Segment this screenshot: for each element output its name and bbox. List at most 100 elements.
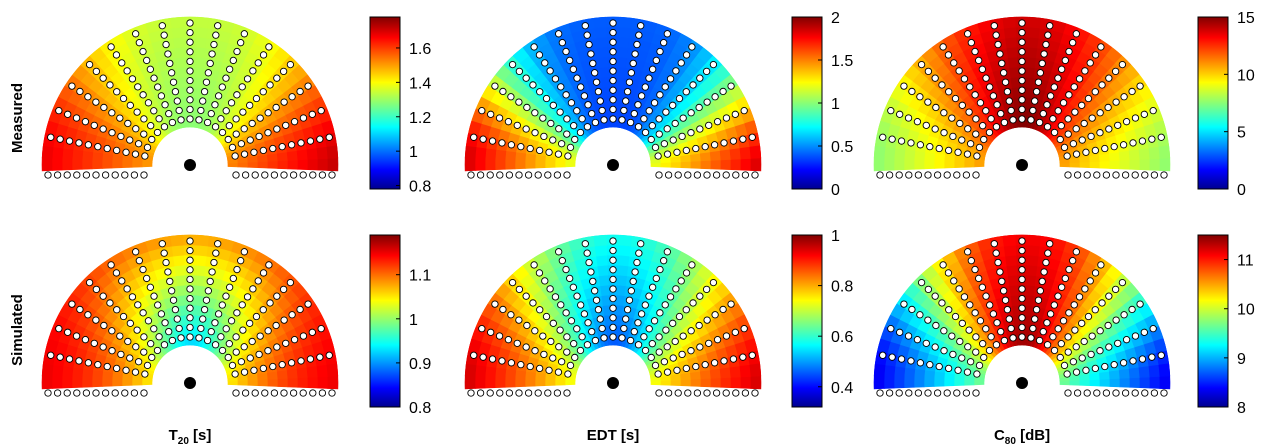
- receiver-dot: [675, 312, 684, 321]
- heat-cell: [903, 367, 916, 389]
- heat-cell: [534, 372, 546, 387]
- receiver-dot: [289, 389, 298, 397]
- receiver-dot: [119, 94, 128, 103]
- receiver-dot: [211, 341, 220, 349]
- receiver-dot: [982, 325, 990, 333]
- receiver-dot: [1083, 171, 1091, 179]
- receiver-dot: [488, 355, 497, 363]
- receiver-dot: [1091, 51, 1100, 59]
- receiver-dot: [576, 128, 585, 137]
- receiver-dot: [140, 130, 148, 138]
- receiver-dot: [297, 357, 305, 365]
- receiver-dot: [231, 152, 239, 160]
- receiver-dot: [687, 327, 695, 335]
- receiver-dot: [576, 346, 585, 355]
- receiver-dot: [587, 50, 595, 58]
- receiver-dot: [711, 93, 719, 101]
- receiver-dot: [498, 357, 506, 365]
- receiver-dot: [751, 171, 759, 179]
- colorbar-tick-label: 1: [831, 96, 840, 113]
- receiver-dot: [1057, 122, 1065, 130]
- heat-cell: [51, 365, 64, 389]
- receiver-dot: [515, 389, 523, 397]
- receiver-dot: [166, 277, 174, 286]
- receiver-dot: [154, 83, 162, 91]
- receiver-dot: [951, 94, 960, 103]
- receiver-dot: [246, 319, 254, 327]
- receiver-dot: [1149, 325, 1157, 333]
- receiver-dot: [609, 294, 617, 303]
- receiver-dot: [92, 98, 100, 106]
- colorbar-tick-label: 0.4: [831, 380, 853, 397]
- receiver-dot: [609, 115, 617, 123]
- receiver-dot: [126, 101, 134, 109]
- receiver-dot: [1003, 87, 1012, 96]
- receiver-dot: [56, 135, 64, 143]
- receiver-dot: [536, 88, 544, 96]
- receiver-dot: [197, 324, 205, 333]
- receiver-dot: [924, 171, 932, 179]
- receiver-dot: [94, 143, 102, 151]
- receiver-dot: [975, 274, 983, 283]
- receiver-dot: [905, 389, 913, 397]
- receiver-dot: [1075, 293, 1084, 301]
- receiver-dot: [177, 116, 185, 124]
- receiver-dot: [982, 74, 990, 82]
- receiver-dot: [557, 358, 566, 366]
- receiver-dot: [507, 311, 515, 319]
- column-label-t20-unit: [s]: [189, 427, 212, 444]
- heat-cell: [101, 371, 113, 387]
- receiver-dot: [1046, 240, 1054, 248]
- receiver-dot: [108, 129, 116, 137]
- receiver-dot: [975, 143, 984, 152]
- receiver-dot: [960, 293, 969, 301]
- receiver-dot: [609, 28, 617, 37]
- receiver-dot: [153, 346, 162, 355]
- receiver-dot: [1060, 361, 1069, 370]
- receiver-dot: [664, 389, 673, 397]
- receiver-dot: [982, 107, 990, 115]
- receiver-dot: [286, 278, 295, 287]
- receiver-dot: [940, 347, 948, 355]
- receiver-dot: [272, 321, 280, 330]
- receiver-dot: [551, 75, 560, 83]
- receiver-dot: [241, 171, 250, 179]
- receiver-dot: [479, 135, 487, 143]
- receiver-dot: [317, 325, 325, 333]
- receiver-dot: [259, 88, 267, 96]
- receiver-dot: [227, 317, 236, 325]
- receiver-dot: [255, 132, 263, 141]
- receiver-dot: [719, 305, 727, 314]
- receiver-dot: [316, 135, 324, 143]
- receiver-dot: [224, 135, 232, 144]
- receiver-dot: [1080, 119, 1088, 128]
- receiver-dot: [1057, 283, 1066, 291]
- receiver-dot: [1050, 128, 1059, 137]
- receiver-dot: [1071, 108, 1079, 116]
- receiver-dot: [148, 353, 156, 362]
- receiver-dot: [741, 171, 750, 179]
- heat-cell: [524, 153, 536, 169]
- receiver-dot: [630, 109, 638, 118]
- receiver-dot: [1160, 171, 1168, 179]
- receiver-dot: [938, 81, 946, 89]
- receiver-dot: [627, 287, 635, 295]
- receiver-dot: [555, 343, 563, 351]
- receiver-dot: [696, 343, 704, 351]
- receiver-dot: [555, 248, 563, 256]
- receiver-dot: [261, 171, 269, 179]
- receiver-dot: [1056, 135, 1064, 144]
- receiver-dot: [960, 75, 969, 83]
- receiver-dot: [264, 129, 272, 137]
- receiver-dot: [541, 277, 549, 285]
- receiver-dot: [317, 107, 325, 115]
- receiver-dot: [1050, 83, 1058, 91]
- receiver-dot: [515, 98, 523, 106]
- receiver-dot: [171, 87, 180, 96]
- receiver-dot: [73, 389, 81, 397]
- receiver-dot: [971, 265, 979, 274]
- heat-cell: [111, 154, 123, 169]
- receiver-dot: [978, 283, 987, 291]
- receiver-dot: [671, 119, 679, 128]
- receiver-dot: [264, 327, 272, 335]
